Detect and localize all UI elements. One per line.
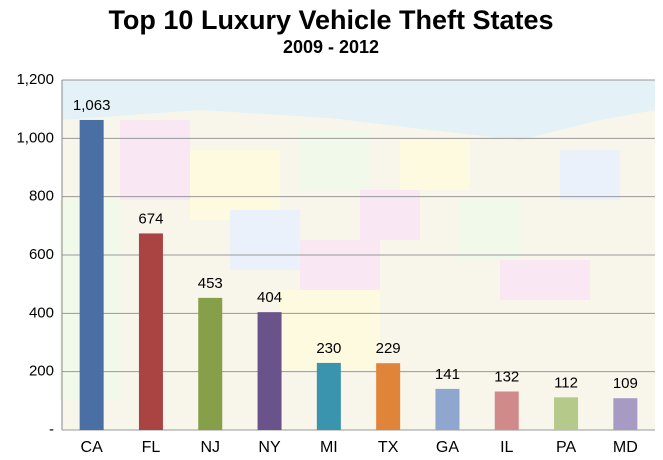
value-label: 132	[494, 368, 519, 385]
bar	[554, 397, 579, 430]
bar	[257, 312, 282, 430]
bar	[198, 297, 223, 430]
value-label: 404	[257, 289, 282, 306]
value-label: 109	[613, 375, 638, 392]
x-tick-label: TX	[378, 439, 399, 456]
value-label: 1,063	[73, 97, 111, 114]
x-tick-label: IL	[500, 439, 513, 456]
y-tick-label: 600	[29, 246, 54, 263]
x-tick-label: MI	[320, 439, 338, 456]
bar	[494, 391, 519, 430]
chart-subtitle: 2009 - 2012	[283, 37, 379, 57]
bar	[613, 398, 638, 430]
bar	[435, 388, 460, 430]
y-tick-label: -	[49, 421, 54, 438]
bar	[376, 363, 401, 430]
bar	[316, 362, 341, 430]
value-label: 453	[198, 275, 223, 292]
x-tick-label: GA	[436, 439, 459, 456]
value-label: 230	[316, 340, 341, 357]
value-label: 141	[435, 366, 460, 383]
x-tick-label: CA	[81, 439, 104, 456]
x-tick-label: PA	[556, 439, 576, 456]
y-tick-label: 800	[29, 188, 54, 205]
y-tick-label: 200	[29, 363, 54, 380]
x-tick-label: NJ	[200, 439, 220, 456]
value-label: 112	[554, 374, 578, 391]
x-tick-label: FL	[142, 439, 161, 456]
chart-title: Top 10 Luxury Vehicle Theft States	[108, 5, 553, 35]
y-tick-label: 1,000	[16, 129, 54, 146]
y-tick-label: 1,200	[16, 71, 54, 88]
bar	[79, 119, 104, 430]
value-label: 229	[376, 340, 401, 357]
y-tick-label: 400	[29, 304, 54, 321]
value-label: 674	[138, 210, 163, 227]
bar	[138, 233, 163, 430]
x-tick-label: MD	[613, 439, 638, 456]
x-tick-label: NY	[258, 439, 281, 456]
